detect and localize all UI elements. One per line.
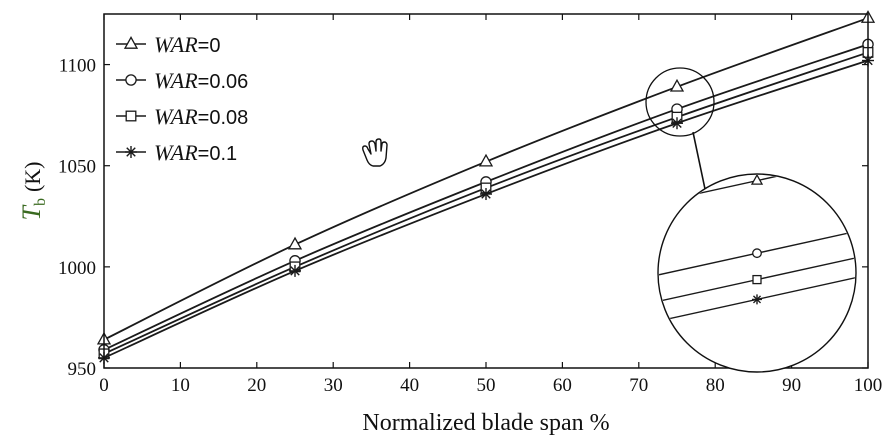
zoom-source-circle	[645, 67, 715, 137]
legend-entry-0: WAR=0	[154, 32, 220, 57]
zoom-connector	[692, 131, 706, 190]
y-axis-label: Tb (K)	[17, 161, 49, 220]
legend-marker-0	[123, 36, 139, 49]
axis-ticks: 0 10 20 30 40 50 60 70 80 90 100 950 1000 1050 1100	[58, 14, 882, 396]
x-tick-label: 0	[99, 375, 109, 396]
legend-entry-1: WAR=0.06	[154, 68, 248, 93]
svg-text:Tb(K): Tb (K)	[17, 161, 49, 220]
series-point-0	[669, 78, 685, 92]
x-tick-label: 20	[247, 375, 266, 396]
legend-prefix: WAR	[154, 104, 198, 129]
legend-value: =0	[198, 35, 221, 57]
star-stroke	[481, 189, 491, 199]
legend-prefix: WAR	[154, 140, 198, 165]
legend-value: =0.1	[198, 143, 237, 165]
x-tick-label: 70	[629, 375, 648, 396]
series-lines	[96, 10, 876, 364]
series-point-0	[478, 153, 494, 167]
x-tick-label: 60	[553, 375, 572, 396]
legend-entry-2: WAR=0.08	[154, 104, 248, 129]
legend-entry-3: WAR=0.1	[154, 140, 237, 165]
series-point-3	[671, 117, 683, 130]
zoom-inset	[645, 67, 857, 373]
zoom-circle	[657, 173, 857, 373]
y-axis-label-unit: (K)	[20, 161, 45, 192]
x-tick-label: 50	[477, 375, 496, 396]
legend-marker-2	[125, 110, 137, 122]
zoom-marker-2	[752, 274, 762, 285]
star-stroke	[672, 118, 682, 128]
legend-marker-3	[125, 146, 137, 158]
legend-value: =0.08	[198, 107, 249, 129]
series-point-3	[289, 264, 301, 277]
series-point-3	[480, 188, 492, 201]
zoom-content	[659, 175, 855, 329]
y-tick-label: 1100	[59, 56, 96, 77]
zoom-marker-1	[752, 248, 762, 259]
plot-frame	[103, 13, 869, 369]
x-tick-label: 90	[782, 375, 801, 396]
legend-prefix: WAR	[154, 68, 198, 93]
legend-prefix: WAR	[154, 32, 198, 57]
y-tick-label: 950	[68, 359, 97, 380]
hand-cursor-icon	[362, 138, 388, 167]
legend-marker-1	[125, 74, 137, 86]
y-tick-label: 1000	[58, 258, 96, 279]
x-tick-label: 100	[854, 375, 883, 396]
x-axis-label: Normalized blade span %	[362, 410, 609, 436]
zoom-marker-3	[752, 294, 762, 305]
star-stroke	[290, 266, 300, 276]
star-stroke	[126, 147, 136, 157]
y-axis-label-subscript: b	[32, 198, 49, 206]
series-point-0	[287, 236, 303, 250]
legend-value: =0.06	[198, 71, 249, 93]
y-axis-label-symbol: T	[17, 205, 46, 221]
y-tick-label: 1050	[58, 157, 96, 178]
zoom-marker-0	[750, 175, 764, 185]
x-tick-label: 30	[324, 375, 343, 396]
star-stroke	[752, 295, 762, 304]
x-tick-label: 80	[706, 375, 725, 396]
x-tick-label: 40	[400, 375, 419, 396]
x-tick-label: 10	[171, 375, 190, 396]
